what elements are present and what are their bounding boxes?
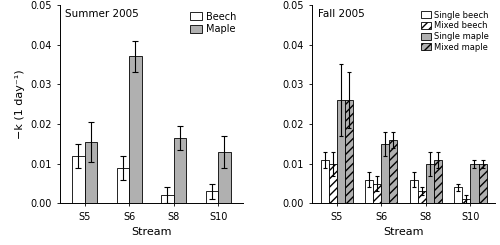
Legend: Beech, Maple: Beech, Maple <box>188 10 238 36</box>
Bar <box>161 196 173 203</box>
Bar <box>116 168 129 203</box>
Bar <box>366 180 374 203</box>
Bar <box>434 160 442 203</box>
Bar <box>470 164 478 203</box>
Bar <box>328 164 336 203</box>
Bar <box>84 142 97 203</box>
Bar <box>374 184 382 203</box>
Bar <box>174 138 186 203</box>
Y-axis label: −k (1 day⁻¹): −k (1 day⁻¹) <box>14 69 24 139</box>
Bar <box>462 199 470 203</box>
Text: Fall 2005: Fall 2005 <box>318 9 364 19</box>
Legend: Single beech, Mixed beech, Single maple, Mixed maple: Single beech, Mixed beech, Single maple,… <box>420 9 491 53</box>
Bar <box>345 100 353 203</box>
Bar <box>426 164 434 203</box>
Bar <box>218 152 230 203</box>
Text: Summer 2005: Summer 2005 <box>66 9 139 19</box>
Bar <box>390 140 398 203</box>
Bar <box>410 180 418 203</box>
Bar <box>72 156 85 203</box>
Bar <box>382 144 390 203</box>
Bar <box>454 187 462 203</box>
X-axis label: Stream: Stream <box>384 227 424 237</box>
Bar <box>129 57 141 203</box>
Bar <box>336 100 345 203</box>
Bar <box>478 164 486 203</box>
Bar <box>418 191 426 203</box>
Bar <box>320 160 328 203</box>
X-axis label: Stream: Stream <box>131 227 172 237</box>
Bar <box>206 191 218 203</box>
